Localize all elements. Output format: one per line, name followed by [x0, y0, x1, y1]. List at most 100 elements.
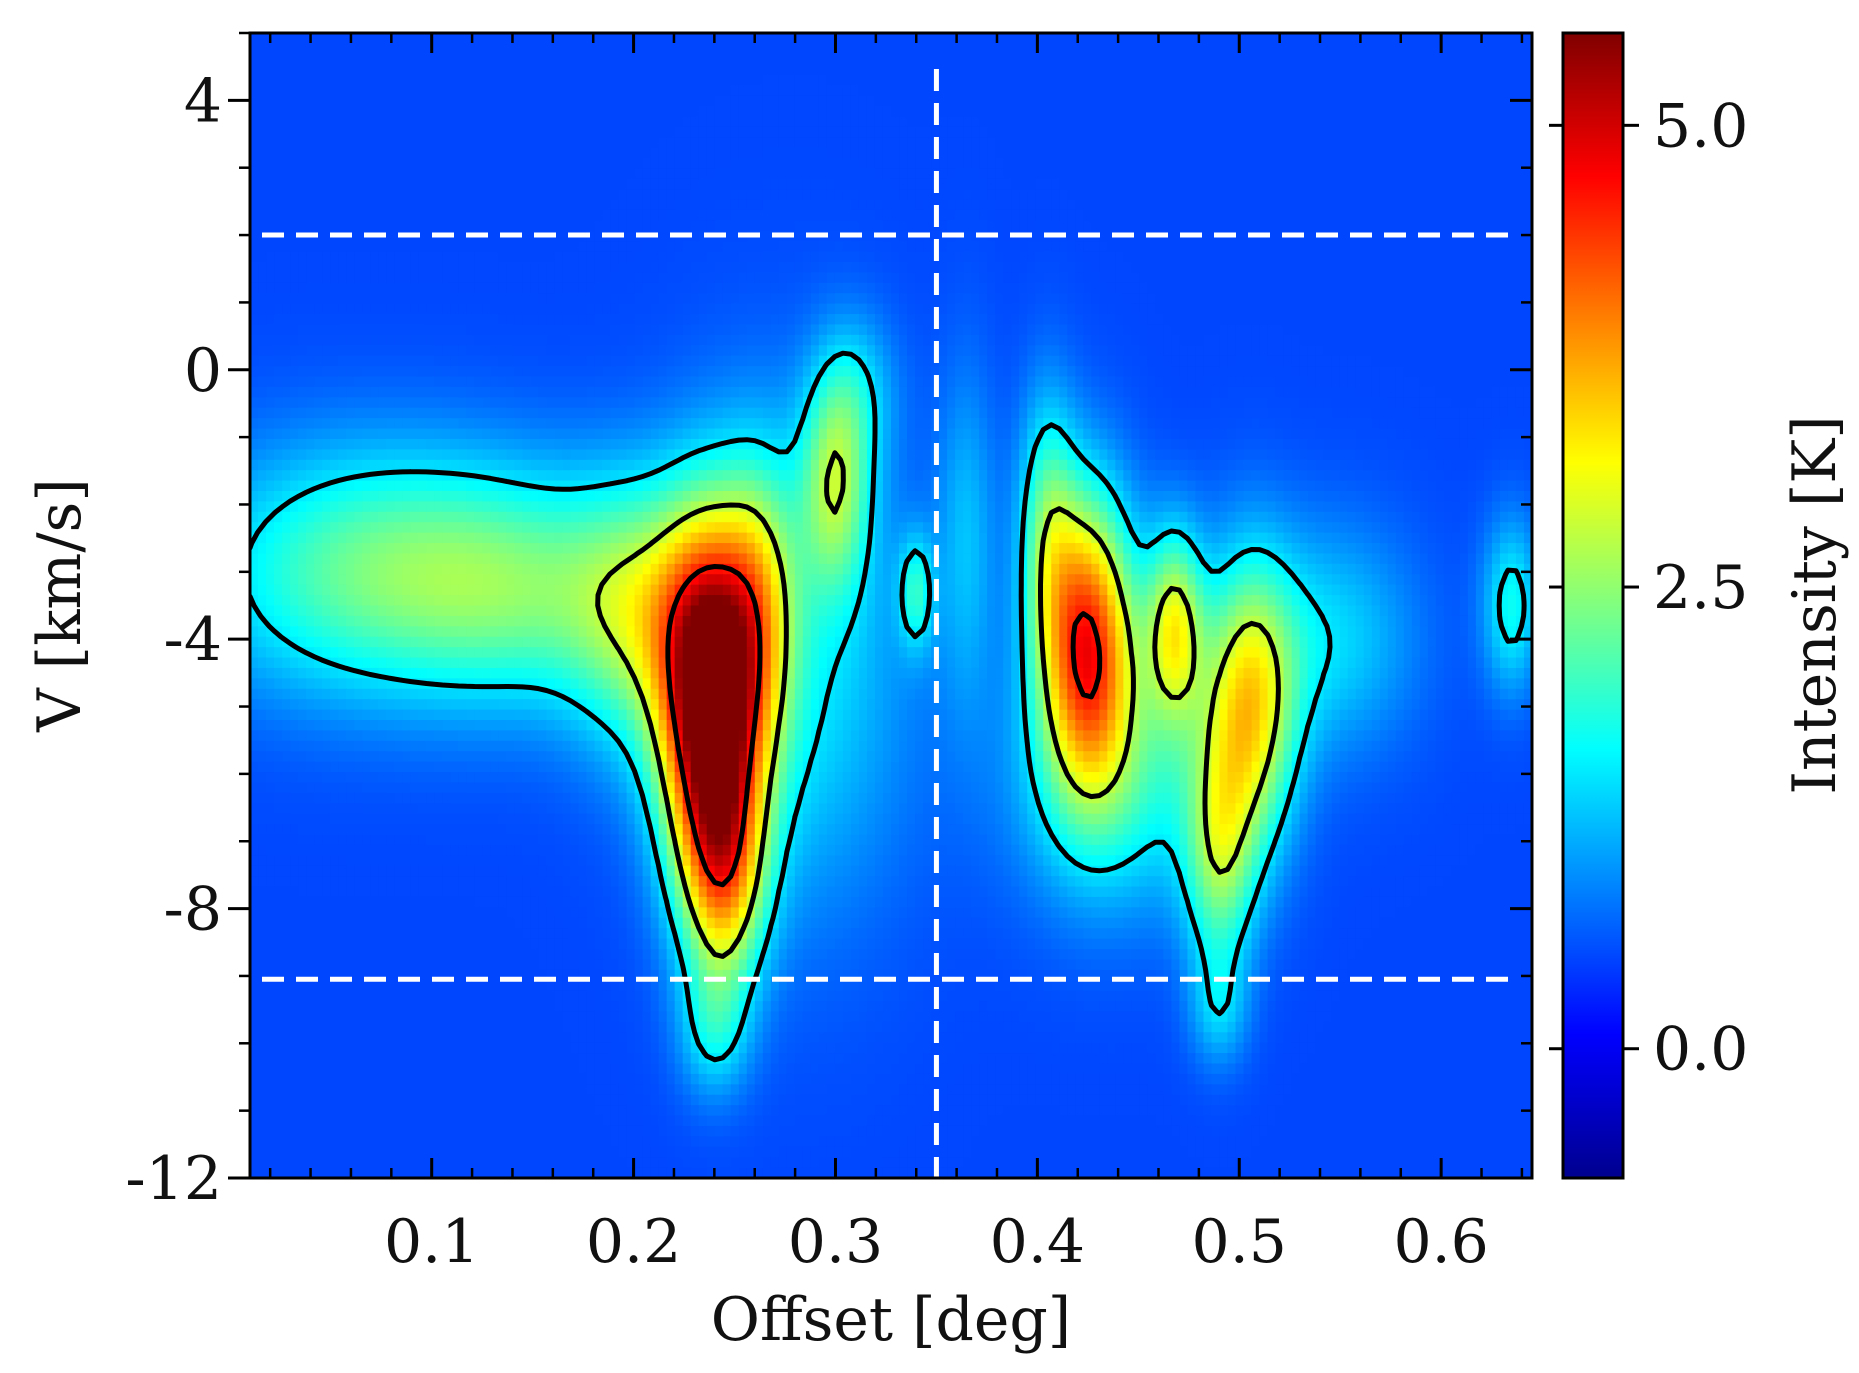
heatmap-cell — [690, 53, 700, 65]
heatmap-cell — [1451, 282, 1461, 294]
heatmap-cell — [1043, 157, 1052, 169]
heatmap-cell — [762, 282, 772, 294]
heatmap-cell — [1243, 74, 1253, 86]
heatmap-cell — [290, 220, 299, 232]
heatmap-cell — [546, 282, 556, 294]
heatmap-cell — [1227, 220, 1237, 232]
heatmap-cell — [1459, 147, 1469, 159]
heatmap-cell — [610, 272, 620, 284]
heatmap-cell — [442, 303, 451, 315]
heatmap-cell — [762, 189, 772, 201]
heatmap-cell — [1059, 147, 1068, 159]
heatmap-cell — [1027, 74, 1036, 86]
heatmap-cell — [1419, 303, 1429, 315]
heatmap-cell — [314, 282, 323, 294]
heatmap-cell — [1019, 85, 1028, 97]
heatmap-cell — [1155, 85, 1165, 97]
heatmap-cell — [434, 147, 443, 159]
heatmap-cell — [1387, 137, 1397, 149]
heatmap-cell — [1099, 282, 1108, 294]
heatmap-cell — [690, 137, 700, 149]
heatmap-cell — [1387, 282, 1397, 294]
heatmap-cell — [730, 137, 740, 149]
heatmap-cell — [786, 220, 796, 232]
heatmap-cell — [554, 85, 564, 97]
heatmap-cell — [522, 334, 532, 346]
heatmap-cell — [650, 209, 660, 221]
heatmap-cell — [738, 262, 748, 274]
heatmap-cell — [762, 95, 772, 107]
heatmap-cell — [1235, 189, 1245, 201]
heatmap-cell — [1027, 85, 1036, 97]
heatmap-cell — [834, 43, 844, 55]
heatmap-cell — [915, 241, 924, 253]
heatmap-cell — [1227, 272, 1237, 284]
heatmap-cell — [1203, 147, 1213, 159]
heatmap-cell — [714, 74, 724, 86]
heatmap-cell — [1323, 220, 1333, 232]
heatmap-cell — [1179, 126, 1189, 138]
heatmap-cell — [418, 355, 427, 367]
heatmap-cell — [1259, 199, 1269, 211]
heatmap-cell — [1259, 282, 1269, 294]
heatmap-cell — [602, 126, 612, 138]
heatmap-cell — [754, 345, 764, 357]
heatmap-cell — [971, 189, 980, 201]
heatmap-cell — [354, 314, 363, 326]
heatmap-cell — [450, 241, 459, 253]
heatmap-cell — [762, 241, 772, 253]
heatmap-cell — [1299, 209, 1309, 221]
heatmap-cell — [1403, 199, 1413, 211]
heatmap-cell — [354, 220, 363, 232]
heatmap-cell — [658, 345, 668, 357]
heatmap-cell — [786, 262, 796, 274]
heatmap-cell — [1435, 282, 1445, 294]
heatmap-cell — [322, 199, 331, 211]
heatmap-cell — [1083, 220, 1092, 232]
heatmap-cell — [322, 105, 331, 117]
heatmap-cell — [490, 282, 499, 294]
heatmap-cell — [1355, 168, 1365, 180]
heatmap-cell — [418, 303, 427, 315]
heatmap-cell — [738, 345, 748, 357]
heatmap-cell — [923, 324, 932, 336]
heatmap-cell — [714, 137, 724, 149]
heatmap-cell — [1259, 85, 1269, 97]
heatmap-cell — [1435, 345, 1445, 357]
heatmap-cell — [530, 178, 540, 190]
heatmap-cell — [482, 282, 491, 294]
heatmap-cell — [434, 355, 443, 367]
heatmap-cell — [1051, 168, 1060, 180]
heatmap-cell — [1307, 303, 1317, 315]
heatmap-cell — [1483, 199, 1493, 211]
heatmap-cell — [682, 220, 692, 232]
heatmap-cell — [466, 178, 475, 190]
heatmap-cell — [666, 220, 676, 232]
heatmap-cell — [642, 303, 652, 315]
heatmap-cell — [1075, 53, 1084, 65]
heatmap-cell — [314, 230, 323, 242]
heatmap-cell — [642, 95, 652, 107]
heatmap-cell — [899, 209, 908, 221]
heatmap-cell — [1019, 241, 1028, 253]
heatmap-cell — [963, 157, 972, 169]
heatmap-cell — [882, 209, 892, 221]
heatmap-cell — [538, 74, 548, 86]
heatmap-cell — [947, 168, 956, 180]
heatmap-cell — [562, 157, 572, 169]
heatmap-cell — [298, 85, 307, 97]
heatmap-cell — [1291, 314, 1301, 326]
heatmap-cell — [378, 157, 387, 169]
heatmap-cell — [802, 116, 812, 128]
heatmap-cell — [1331, 53, 1341, 65]
heatmap-cell — [1139, 116, 1148, 128]
heatmap-cell — [354, 137, 363, 149]
heatmap-cell — [602, 43, 612, 55]
heatmap-cell — [1387, 53, 1397, 65]
heatmap-cell — [698, 220, 708, 232]
heatmap-cell — [666, 199, 676, 211]
heatmap-cell — [770, 199, 780, 211]
heatmap-cell — [258, 116, 267, 128]
heatmap-cell — [394, 137, 403, 149]
heatmap-cell — [1387, 178, 1397, 190]
